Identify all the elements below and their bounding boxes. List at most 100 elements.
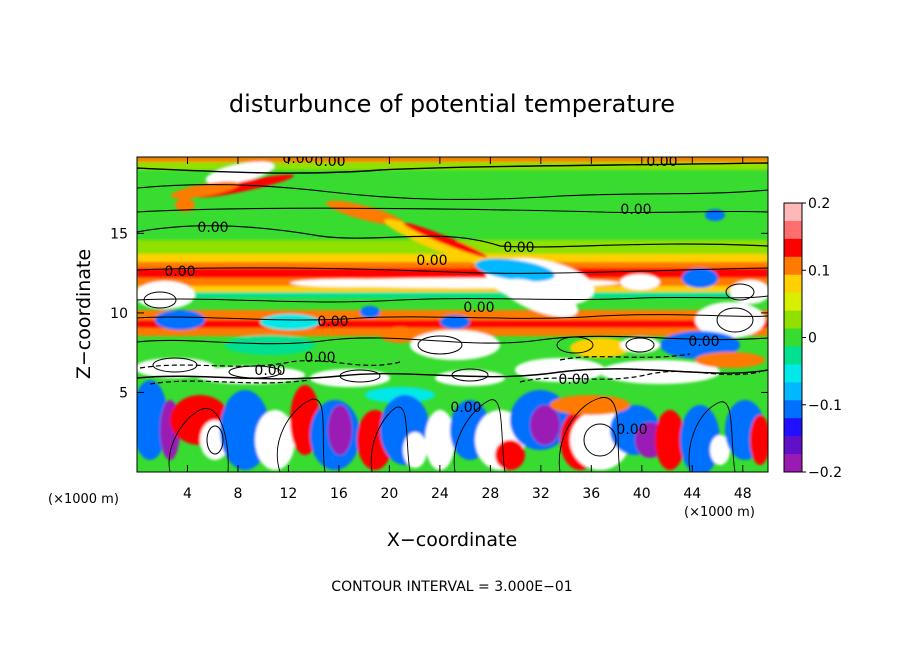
contour-label: 0.00: [317, 314, 348, 330]
field-band: [137, 286, 768, 292]
field-band: [137, 254, 768, 262]
contour-label: 0.00: [254, 363, 285, 379]
colorbar-swatch: [784, 418, 802, 437]
field-blob: [435, 370, 505, 386]
field-blob: [620, 337, 660, 353]
field-blob: [384, 219, 496, 267]
field-blob: [570, 338, 630, 358]
contour-label: 0.00: [304, 350, 335, 366]
field-band: [137, 268, 768, 278]
contour-line: [137, 224, 768, 248]
field-blob: [170, 181, 240, 199]
y-axis: 5 10 15: [110, 226, 768, 401]
x-unit-label: (×1000 m): [48, 492, 119, 507]
contour-ring: [716, 307, 754, 333]
field-blob: [175, 198, 195, 212]
field-blob: [530, 405, 560, 445]
x-axis-label: X−coordinate: [387, 529, 517, 551]
contour-line: [137, 207, 768, 214]
contour-label: 0.00: [463, 300, 494, 316]
contour-label: 0.00: [503, 240, 534, 256]
contour-ring: [206, 425, 224, 455]
field-blob: [655, 410, 685, 470]
field-blob: [195, 366, 305, 384]
contour-label: 0.00: [616, 422, 647, 438]
x-tick-label: 16: [330, 486, 348, 502]
field-blob: [550, 395, 630, 415]
x-tick-label: 40: [633, 486, 651, 502]
field-band: [137, 157, 768, 162]
field-blob: [403, 432, 427, 468]
contour-line: [370, 406, 411, 472]
field-blob: [328, 405, 352, 455]
x-tick-label: 24: [431, 486, 449, 502]
colorbar-swatch: [784, 238, 802, 258]
contour-line: [137, 295, 768, 303]
contour-ring: [417, 335, 463, 355]
contour-interval-note: CONTOUR INTERVAL = 3.000E−01: [331, 579, 572, 595]
contour-line: [137, 314, 768, 321]
x-tick-label: 32: [532, 486, 550, 502]
x-unit-label-right: (×1000 m): [684, 505, 755, 520]
contour-label: 0.00: [416, 253, 447, 269]
field-band: [137, 162, 768, 170]
field-blob: [225, 335, 315, 355]
contour-label: 0.00: [620, 202, 651, 218]
colorbar-swatch: [784, 310, 802, 330]
x-tick-label: 28: [481, 486, 499, 502]
x-tick-label: 12: [280, 486, 298, 502]
contour-label: 0.00: [688, 334, 719, 350]
colorbar-swatch: [784, 400, 802, 419]
field-blob: [155, 310, 205, 330]
y-axis-label: Z−coordinate: [73, 249, 95, 379]
field-blob: [695, 352, 765, 368]
colorbar-swatch: [784, 328, 802, 347]
field-blob: [495, 440, 525, 470]
contour-line: [168, 408, 229, 472]
colorbar-swatch: [784, 203, 802, 222]
x-tick-label: 44: [683, 486, 701, 502]
colorbar-tick-label: −0.2: [808, 465, 842, 481]
contour-label: 0.00: [282, 151, 313, 167]
colorbar-swatch: [784, 436, 802, 455]
y-tick-label: 15: [110, 226, 128, 242]
contour-ring: [725, 283, 755, 301]
chart-title: disturbunce of potential temperature: [229, 90, 675, 118]
contour-ring: [556, 336, 594, 354]
contour-ring: [152, 357, 198, 373]
temperature-field: 0.000.00 0.00 0.000.000.000.000.000.000.00…: [137, 151, 768, 472]
field-blob: [710, 435, 730, 465]
field-blob: [365, 387, 435, 403]
field-blob: [515, 358, 605, 382]
colorbar-tick-label: 0.2: [808, 196, 830, 212]
colorbar-swatch: [784, 292, 802, 312]
contour-line: [137, 183, 768, 201]
colorbar-tick-label: 0.1: [808, 263, 830, 279]
contour-line-negative: [139, 360, 401, 369]
contour-line-negative: [149, 379, 311, 385]
contour-ring: [625, 337, 655, 353]
colorbar-tick-label: 0: [808, 331, 817, 347]
contour-ring: [143, 291, 177, 309]
field-blob: [205, 161, 275, 185]
contour-ring: [583, 423, 617, 457]
field-band: [137, 292, 768, 298]
field-blob: [680, 405, 720, 472]
field-band: [137, 310, 768, 320]
contour-line: [688, 401, 736, 472]
field-blob: [410, 330, 500, 360]
field-blob: [260, 314, 320, 330]
contour-label: 0.00: [197, 220, 228, 236]
field-blob: [475, 258, 555, 282]
field-blob: [682, 268, 718, 288]
field-blob: [440, 315, 470, 329]
field-blob: [730, 280, 768, 304]
contour-label: 0.00: [314, 154, 345, 170]
field-blob: [660, 331, 740, 359]
y-tick-label: 10: [110, 306, 128, 322]
contour-label: 0.00: [450, 400, 481, 416]
field-blob: [290, 279, 410, 287]
contour-line-negative: [519, 370, 761, 383]
x-tick-label: 20: [380, 486, 398, 502]
colorbar-swatch: [784, 256, 802, 276]
